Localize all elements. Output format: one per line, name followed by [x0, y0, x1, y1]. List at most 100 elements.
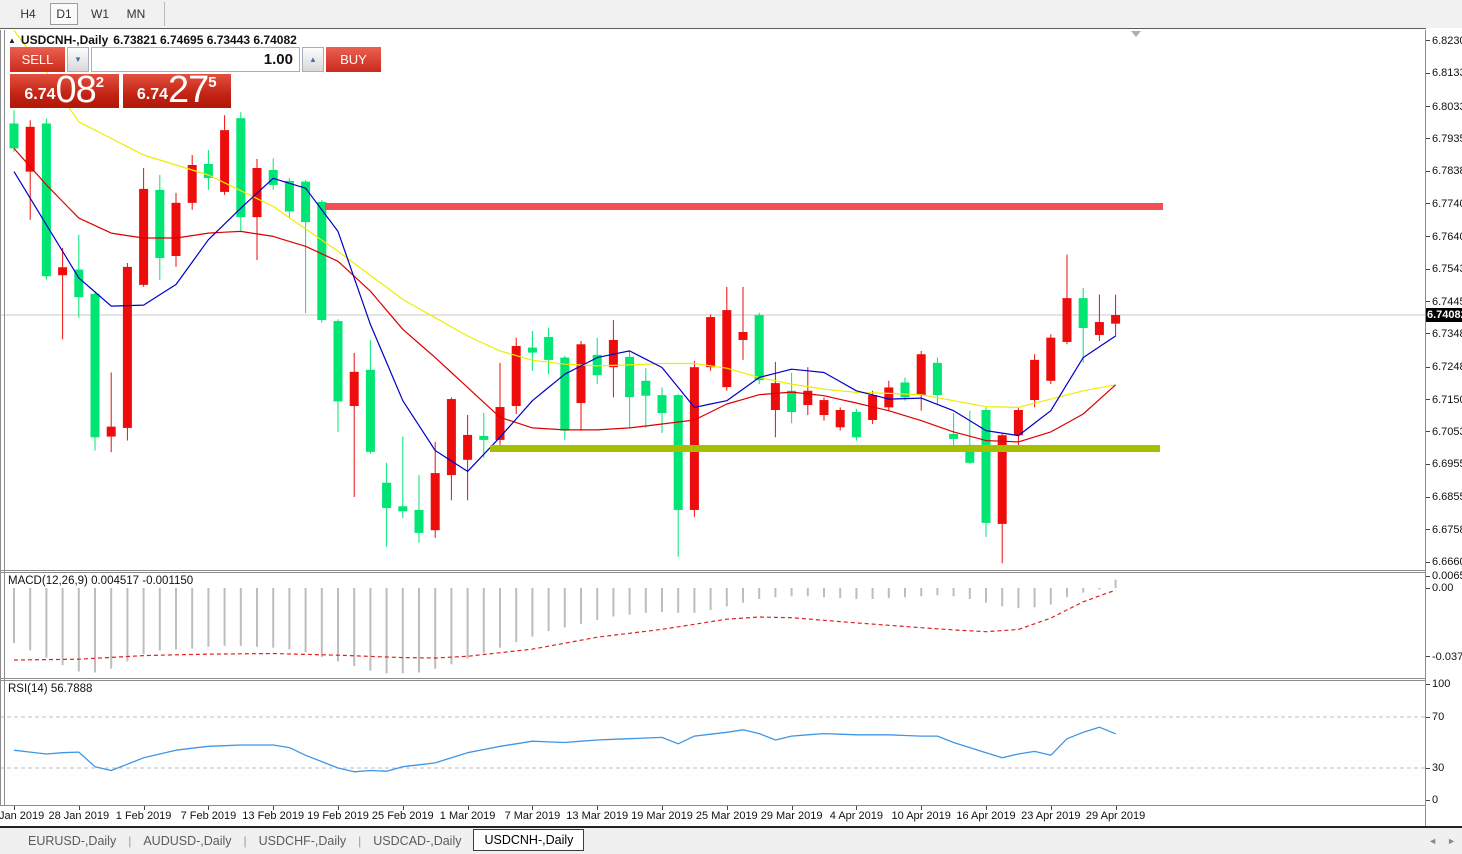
buy-price-main: 27: [168, 68, 209, 111]
date-tick-label: 13 Feb 2019: [242, 810, 305, 822]
rsi-top-border: [0, 680, 1425, 681]
axis-tick-mark: [1426, 203, 1430, 205]
chart-symbol: USDCNH-,Daily: [20, 33, 109, 47]
window-top-border-highlight: [0, 29, 1462, 30]
sell-price-main: 08: [55, 68, 97, 111]
candle-body: [1030, 359, 1040, 401]
timeframe-button-W1[interactable]: W1: [91, 7, 109, 21]
candle-body: [738, 331, 748, 340]
candle-body: [495, 407, 505, 440]
candle-body: [1062, 298, 1072, 342]
candle-body: [1013, 410, 1023, 436]
chart-tab-USDCHFDaily[interactable]: USDCHF-,Daily: [258, 834, 347, 848]
support-line[interactable]: [490, 445, 1160, 453]
buy-button[interactable]: BUY: [326, 47, 381, 72]
axis-tick-mark: [1426, 463, 1430, 465]
axis-tick-mark: [1426, 767, 1430, 769]
date-tick-mark: [208, 806, 210, 810]
date-tick-label: 25 Mar 2019: [695, 810, 758, 822]
buy-price-pip: 5: [208, 74, 217, 91]
splitter-macd-rsi[interactable]: [0, 678, 1425, 679]
candle-body: [851, 412, 861, 438]
candle-body: [932, 362, 942, 396]
rsi-panel[interactable]: [0, 681, 1425, 805]
price-axis-tick: 6.81330: [1426, 67, 1462, 79]
candle-body: [90, 293, 100, 438]
candle-body: [511, 345, 521, 407]
sell-button[interactable]: SELL: [10, 47, 65, 72]
resistance-line[interactable]: [325, 203, 1163, 211]
candlestick-plot[interactable]: [0, 30, 1425, 570]
chart-ohlc-values: 6.73821 6.74695 6.73443 6.74082: [113, 33, 297, 47]
volume-decrease-icon[interactable]: ▼: [67, 47, 89, 72]
chart-tab-USDCNHDaily[interactable]: USDCNH-,Daily: [473, 829, 585, 851]
candle-body: [560, 357, 570, 431]
date-tick-label: 19 Feb 2019: [307, 810, 369, 822]
date-tick-mark: [986, 806, 987, 810]
tab-scroll-right-icon[interactable]: ►: [1447, 836, 1456, 846]
timeframe-button-H4[interactable]: H4: [20, 7, 36, 21]
date-tick-mark: [143, 806, 145, 810]
date-tick-mark: [78, 806, 80, 810]
date-tick-mark: [338, 806, 339, 810]
candle-body: [9, 123, 19, 149]
date-tick-label: 23 Apr 2019: [1021, 810, 1081, 822]
axis-tick-mark: [1426, 529, 1430, 531]
date-tick-mark: [273, 806, 275, 810]
date-tick-label: 22 Jan 2019: [0, 810, 45, 822]
volume-stepper: ▼ ▲: [67, 47, 324, 72]
candle-body: [706, 317, 716, 368]
volume-input[interactable]: [91, 47, 300, 72]
price-axis-tick: 6.79355: [1426, 133, 1462, 145]
candle-body: [608, 339, 618, 368]
tab-separator: |: [243, 834, 247, 848]
price-chart-panel[interactable]: [0, 30, 1425, 570]
candle-body: [576, 344, 586, 404]
candle-body: [819, 400, 829, 415]
candle-body: [58, 267, 68, 276]
date-tick-mark: [14, 806, 15, 810]
date-tick-mark: [662, 806, 663, 810]
collapse-triangle-icon[interactable]: ▲: [8, 35, 16, 45]
chart-tab-EURUSDDaily[interactable]: EURUSD-,Daily: [28, 834, 117, 848]
candle-body: [997, 435, 1007, 524]
sell-quote-box[interactable]: 6.74 08 2: [10, 68, 119, 111]
timeframe-toolbar: H4 D1 W1 MN: [0, 0, 1462, 28]
date-tick-label: 29 Apr 2019: [1085, 810, 1146, 822]
tab-scroll-arrows: ◄ ►: [1428, 828, 1456, 854]
rsi-plot[interactable]: [0, 681, 1425, 805]
candle-body: [41, 123, 51, 277]
candle-body: [430, 473, 440, 531]
timeframe-button-MN[interactable]: MN: [126, 7, 146, 21]
macd-signal-line: [13, 589, 1116, 661]
candle-body: [949, 433, 959, 439]
toolbar-separator: [164, 2, 165, 26]
candle-body: [544, 336, 554, 360]
date-tick-mark: [856, 806, 858, 810]
candle-body: [122, 266, 132, 428]
volume-increase-icon[interactable]: ▲: [302, 47, 324, 72]
date-tick-mark: [402, 806, 404, 810]
date-axis-border: [0, 805, 1425, 806]
splitter-chart-macd[interactable]: [0, 570, 1425, 571]
buy-price-prefix: 6.74: [136, 86, 168, 103]
macd-plot[interactable]: [0, 573, 1425, 678]
timeframe-button-D1[interactable]: D1: [50, 3, 78, 25]
chart-shift-marker-icon[interactable]: [1131, 31, 1141, 37]
current-price-badge: 6.74082: [1426, 308, 1462, 322]
macd-top-border: [0, 572, 1425, 573]
axis-tick-mark: [1426, 587, 1430, 589]
tab-scroll-left-icon[interactable]: ◄: [1428, 836, 1438, 846]
chart-tab-USDCADDaily[interactable]: USDCAD-,Daily: [373, 834, 462, 848]
candle-body: [641, 380, 651, 396]
candle-body: [965, 444, 975, 463]
macd-panel[interactable]: [0, 573, 1425, 678]
chart-tab-AUDUSDDaily[interactable]: AUDUSD-,Daily: [143, 834, 232, 848]
buy-quote-box[interactable]: 6.74 27 5: [122, 68, 231, 111]
price-axis-tick: 6.67580: [1426, 524, 1462, 536]
price-axis-tick: 6.76405: [1426, 231, 1462, 243]
candle-body: [106, 426, 116, 437]
date-tick-label: 13 Mar 2019: [566, 810, 629, 822]
candle-body: [301, 181, 311, 223]
